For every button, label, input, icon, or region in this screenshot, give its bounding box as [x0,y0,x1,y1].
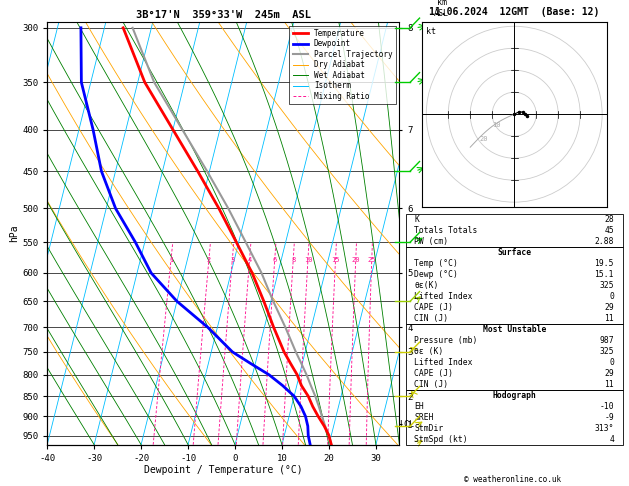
Text: Lifted Index: Lifted Index [415,358,473,367]
Text: Lifted Index: Lifted Index [415,292,473,301]
Text: km
ASL: km ASL [434,0,449,17]
Text: 8: 8 [291,257,296,263]
Text: 19.5: 19.5 [594,259,614,268]
Text: 987: 987 [599,336,614,345]
Text: 325: 325 [599,347,614,356]
Text: 28: 28 [604,215,614,224]
Text: LCL: LCL [399,419,415,429]
Text: Dewp (°C): Dewp (°C) [415,270,459,279]
Text: 11: 11 [604,314,614,323]
Text: 4: 4 [609,434,614,444]
Text: SREH: SREH [415,413,434,422]
Text: CIN (J): CIN (J) [415,314,448,323]
Bar [406,390,623,445]
Text: 2.88: 2.88 [594,237,614,246]
Text: Pressure (mb): Pressure (mb) [415,336,478,345]
Title: 3B°17'N  359°33'W  245m  ASL: 3B°17'N 359°33'W 245m ASL [136,10,311,20]
Text: K: K [415,215,420,224]
Bar [406,214,623,247]
Text: Hodograph: Hodograph [493,391,536,399]
Text: Surface: Surface [497,248,532,257]
Text: 6: 6 [272,257,277,263]
Text: StmDir: StmDir [415,424,443,433]
Text: 11.06.2024  12GMT  (Base: 12): 11.06.2024 12GMT (Base: 12) [429,7,599,17]
Text: StmSpd (kt): StmSpd (kt) [415,434,468,444]
Text: 45: 45 [604,226,614,235]
Text: 20: 20 [352,257,360,263]
Text: kt: kt [426,27,435,36]
Text: EH: EH [415,402,424,411]
Text: CIN (J): CIN (J) [415,380,448,389]
Text: 10: 10 [493,122,501,128]
Y-axis label: hPa: hPa [9,225,19,242]
Text: 313°: 313° [594,424,614,433]
Text: 0: 0 [609,358,614,367]
Text: 15.1: 15.1 [594,270,614,279]
Text: PW (cm): PW (cm) [415,237,448,246]
Text: CAPE (J): CAPE (J) [415,303,454,312]
Legend: Temperature, Dewpoint, Parcel Trajectory, Dry Adiabat, Wet Adiabat, Isotherm, Mi: Temperature, Dewpoint, Parcel Trajectory… [289,26,396,104]
Text: 25: 25 [367,257,376,263]
Text: -10: -10 [599,402,614,411]
Bar [406,324,623,390]
Text: 3: 3 [230,257,235,263]
Text: 29: 29 [604,369,614,378]
Text: CAPE (J): CAPE (J) [415,369,454,378]
Text: 1: 1 [169,257,173,263]
Text: θε(K): θε(K) [415,281,439,290]
Text: 2: 2 [207,257,211,263]
Text: Totals Totals: Totals Totals [415,226,478,235]
Bar [406,247,623,324]
Text: 325: 325 [599,281,614,290]
Text: -9: -9 [604,413,614,422]
Text: © weatheronline.co.uk: © weatheronline.co.uk [464,474,561,484]
Text: 10: 10 [304,257,312,263]
Text: 15: 15 [331,257,340,263]
X-axis label: Dewpoint / Temperature (°C): Dewpoint / Temperature (°C) [144,466,303,475]
Text: θε (K): θε (K) [415,347,443,356]
Text: 29: 29 [604,303,614,312]
Text: 11: 11 [604,380,614,389]
Text: Most Unstable: Most Unstable [482,325,546,334]
Text: 0: 0 [609,292,614,301]
Text: 4: 4 [247,257,252,263]
Text: 20: 20 [479,136,487,141]
Text: Temp (°C): Temp (°C) [415,259,459,268]
